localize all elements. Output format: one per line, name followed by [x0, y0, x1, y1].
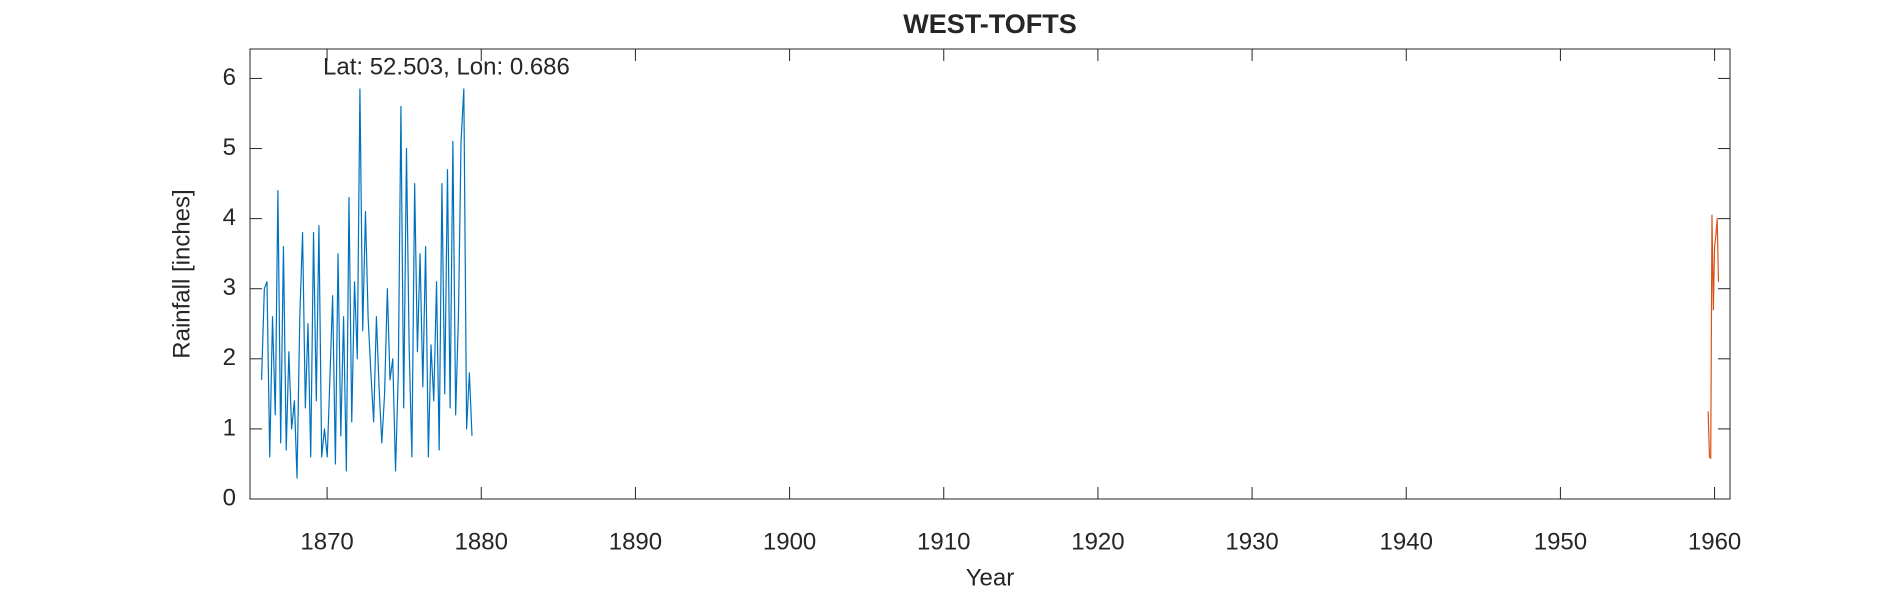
x-tick-label: 1900	[763, 528, 816, 555]
y-tick-label: 0	[223, 484, 236, 511]
y-tick-label: 5	[223, 134, 236, 161]
annotation: Lat: 52.503, Lon: 0.686	[323, 53, 570, 80]
y-tick-label: 6	[223, 64, 236, 91]
x-tick-label: 1870	[300, 528, 353, 555]
x-tick-label: 1950	[1534, 528, 1587, 555]
data-line	[1707, 214, 1720, 459]
y-tick-label: 1	[223, 414, 236, 441]
x-tick-label: 1890	[609, 528, 662, 555]
x-axis-label: Year	[966, 564, 1015, 591]
data-line	[260, 88, 473, 479]
x-tick-label: 1930	[1225, 528, 1278, 555]
x-tick-label: 1940	[1380, 528, 1433, 555]
y-tick-label: 2	[223, 344, 236, 371]
x-tick-label: 1960	[1688, 528, 1741, 555]
x-tick-label: 1880	[455, 528, 508, 555]
x-tick-label: 1910	[917, 528, 970, 555]
x-tick-label: 1920	[1071, 528, 1124, 555]
chart-title: WEST-TOFTS	[903, 9, 1077, 39]
y-tick-label: 3	[223, 274, 236, 301]
y-axis-label: Rainfall [inches]	[168, 189, 195, 358]
y-tick-label: 4	[223, 204, 236, 231]
plot-frame	[249, 48, 1731, 500]
